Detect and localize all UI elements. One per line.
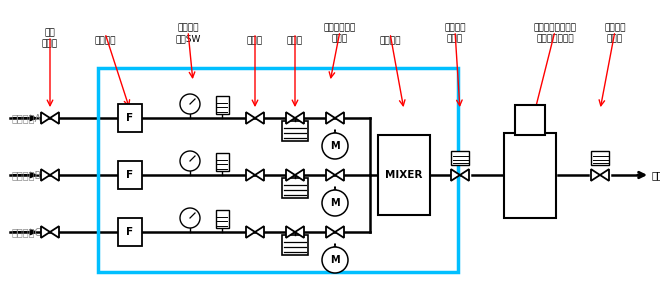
Polygon shape bbox=[286, 169, 295, 181]
Polygon shape bbox=[286, 226, 295, 238]
Text: 自動供給
バルブ: 自動供給 バルブ bbox=[605, 23, 626, 43]
Bar bbox=[118, 161, 142, 189]
Text: コントロール
バルブ: コントロール バルブ bbox=[324, 23, 356, 43]
Polygon shape bbox=[50, 169, 59, 181]
Polygon shape bbox=[246, 226, 255, 238]
Polygon shape bbox=[41, 112, 50, 124]
Polygon shape bbox=[460, 169, 469, 181]
Circle shape bbox=[322, 190, 348, 216]
Bar bbox=[118, 104, 142, 132]
Circle shape bbox=[322, 133, 348, 159]
Polygon shape bbox=[41, 226, 50, 238]
Polygon shape bbox=[246, 169, 255, 181]
Polygon shape bbox=[335, 112, 344, 124]
Bar bbox=[216, 153, 228, 171]
Polygon shape bbox=[50, 226, 59, 238]
Polygon shape bbox=[255, 226, 264, 238]
Bar bbox=[504, 132, 556, 218]
Polygon shape bbox=[326, 226, 335, 238]
Polygon shape bbox=[286, 112, 295, 124]
Polygon shape bbox=[335, 226, 344, 238]
Bar bbox=[378, 135, 430, 215]
Text: F: F bbox=[127, 170, 133, 180]
Text: 等圧弁: 等圧弁 bbox=[287, 36, 303, 45]
Polygon shape bbox=[255, 112, 264, 124]
Bar bbox=[216, 210, 228, 228]
Bar bbox=[282, 178, 308, 198]
Text: 原料ガスB: 原料ガスB bbox=[12, 170, 42, 180]
Bar bbox=[98, 68, 458, 272]
Polygon shape bbox=[335, 169, 344, 181]
Text: M: M bbox=[330, 255, 340, 265]
Circle shape bbox=[180, 208, 200, 228]
Bar bbox=[282, 235, 308, 255]
Polygon shape bbox=[295, 169, 304, 181]
Bar bbox=[216, 96, 228, 114]
Polygon shape bbox=[246, 112, 255, 124]
Text: 遅断弁: 遅断弁 bbox=[247, 36, 263, 45]
Text: ミキサー: ミキサー bbox=[379, 36, 401, 45]
Bar bbox=[515, 105, 545, 135]
Text: F: F bbox=[127, 113, 133, 123]
Bar bbox=[118, 218, 142, 246]
Text: 入口
バルブ: 入口 バルブ bbox=[42, 28, 58, 48]
Polygon shape bbox=[451, 169, 460, 181]
Polygon shape bbox=[255, 169, 264, 181]
Polygon shape bbox=[326, 112, 335, 124]
Text: 原料ガスA: 原料ガスA bbox=[12, 113, 42, 123]
Text: M: M bbox=[330, 198, 340, 208]
Polygon shape bbox=[295, 112, 304, 124]
Text: F: F bbox=[127, 227, 133, 237]
Bar bbox=[451, 151, 469, 165]
Circle shape bbox=[180, 94, 200, 114]
Text: 圧力計／
圧力SW: 圧力計／ 圧力SW bbox=[176, 23, 201, 43]
Circle shape bbox=[322, 247, 348, 273]
Circle shape bbox=[180, 151, 200, 171]
Text: 自動充填
バルブ: 自動充填 バルブ bbox=[444, 23, 466, 43]
Bar bbox=[591, 151, 609, 165]
Text: 有水式ガスホルダ
（ガスタンク）: 有水式ガスホルダ （ガスタンク） bbox=[533, 23, 576, 43]
Polygon shape bbox=[600, 169, 609, 181]
Text: M: M bbox=[330, 141, 340, 151]
Text: MIXER: MIXER bbox=[385, 170, 422, 180]
Text: フィルタ: フィルタ bbox=[94, 36, 116, 45]
Bar bbox=[282, 121, 308, 141]
Text: 原料ガスC: 原料ガスC bbox=[12, 227, 42, 237]
Polygon shape bbox=[41, 169, 50, 181]
Polygon shape bbox=[326, 169, 335, 181]
Polygon shape bbox=[50, 112, 59, 124]
Polygon shape bbox=[591, 169, 600, 181]
Text: テストガス: テストガス bbox=[652, 170, 660, 180]
Polygon shape bbox=[295, 226, 304, 238]
